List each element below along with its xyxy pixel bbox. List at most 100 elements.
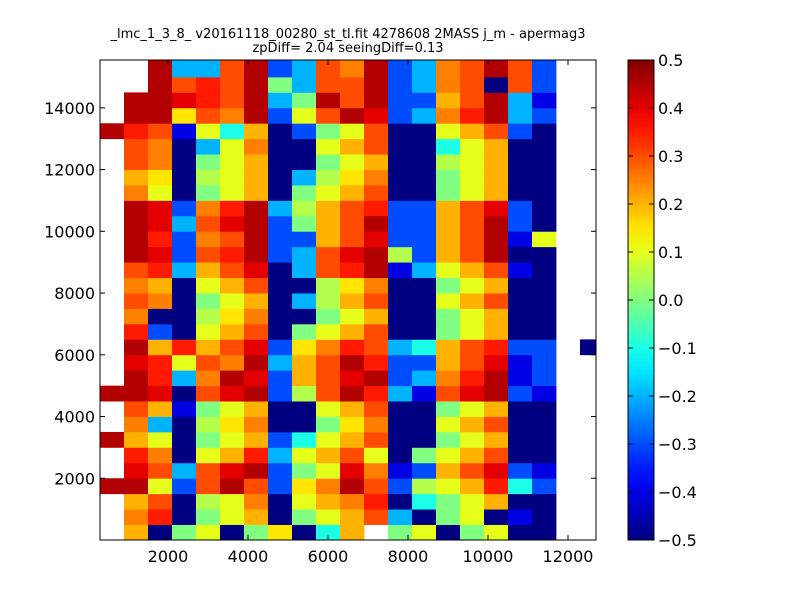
heatmap-cell [196,123,221,140]
heatmap-cell [172,215,197,232]
heatmap-cell [412,215,437,232]
heatmap-cell [292,447,317,464]
heatmap-cell [172,76,197,93]
heatmap-cell [316,169,341,186]
heatmap-cell [148,277,173,294]
heatmap-cell [484,431,509,448]
heatmap-cell [508,431,533,448]
heatmap-cell [316,370,341,387]
heatmap-cell [196,246,221,263]
heatmap-cell [148,107,173,124]
heatmap-cell [148,246,173,263]
heatmap-cell [220,246,245,263]
heatmap-cell [532,107,557,124]
heatmap-cell [244,154,269,170]
heatmap-cell [124,262,149,279]
heatmap-cell [460,401,485,417]
colorbar-tick-label: −0.4 [658,483,697,502]
heatmap-cell [460,138,485,155]
y-tick-label: 8000 [54,284,95,303]
heatmap-cell [316,138,341,155]
heatmap-cell [124,138,149,155]
heatmap-cell [508,154,533,170]
heatmap-cell [532,509,557,525]
heatmap-cell [436,154,461,170]
heatmap-cell [484,246,509,263]
heatmap-cell [460,524,485,541]
y-tick-label: 14000 [44,99,95,118]
heatmap-cell [364,308,389,325]
heatmap-cell [340,262,365,279]
heatmap-cell [388,277,413,294]
heatmap-cell [268,138,293,155]
heatmap-cell [172,416,197,433]
heatmap-cell [532,231,557,248]
heatmap-cell [508,293,533,309]
heatmap-cell [508,185,533,201]
heatmap-cell [316,277,341,294]
heatmap-cell [316,231,341,248]
heatmap-cell [532,401,557,417]
heatmap-cell [196,478,221,495]
heatmap-cell [268,277,293,294]
heatmap-cell [148,370,173,387]
heatmap-cell [292,370,317,387]
heatmap-cell [172,123,197,140]
heatmap-cell [268,401,293,417]
heatmap-cell [124,169,149,186]
heatmap-cell [292,509,317,525]
heatmap-cell [220,385,245,402]
heatmap-cell [364,138,389,155]
heatmap-cell [436,215,461,232]
heatmap-cell [412,92,437,109]
heatmap-cell [436,524,461,541]
heatmap-cell [292,231,317,248]
heatmap-cell [436,308,461,325]
heatmap-cell [196,370,221,387]
heatmap-cell [508,60,533,78]
heatmap-cell [484,123,509,140]
heatmap-cell [460,323,485,340]
heatmap-cell [316,293,341,309]
heatmap-cell [220,262,245,279]
heatmap-cell [388,138,413,155]
heatmap-cell [460,354,485,371]
heatmap-cell [508,200,533,217]
heatmap-cell [124,354,149,371]
heatmap-cell [292,293,317,309]
heatmap-cell [220,354,245,371]
heatmap-cell [484,185,509,201]
heatmap-cell [292,200,317,217]
heatmap-cell [316,431,341,448]
heatmap-cell [196,60,221,78]
heatmap-cell [148,123,173,140]
heatmap-cell [316,76,341,93]
heatmap-cell [220,169,245,186]
heatmap-cell [172,323,197,340]
heatmap-cell [412,60,437,78]
heatmap-cell [268,107,293,124]
heatmap-cell [364,509,389,525]
heatmap-cell [292,354,317,371]
heatmap-cell [268,323,293,340]
heatmap-cell [124,509,149,525]
heatmap-cell [220,60,245,78]
heatmap-cell [292,478,317,495]
heatmap-cell [268,293,293,309]
heatmap-cell [244,277,269,294]
heatmap-cell [196,107,221,124]
heatmap-cell [196,262,221,279]
heatmap-cell [292,416,317,433]
heatmap-cell [412,107,437,124]
heatmap-cell [460,370,485,387]
heatmap-cell [124,185,149,201]
heatmap-cell [316,401,341,417]
heatmap-cell [436,123,461,140]
heatmap-cell [148,293,173,309]
heatmap-cell [196,431,221,448]
heatmap-cell [268,123,293,140]
heatmap-cell [508,231,533,248]
heatmap-cell [484,323,509,340]
heatmap-cell [532,215,557,232]
heatmap-cell [172,138,197,155]
